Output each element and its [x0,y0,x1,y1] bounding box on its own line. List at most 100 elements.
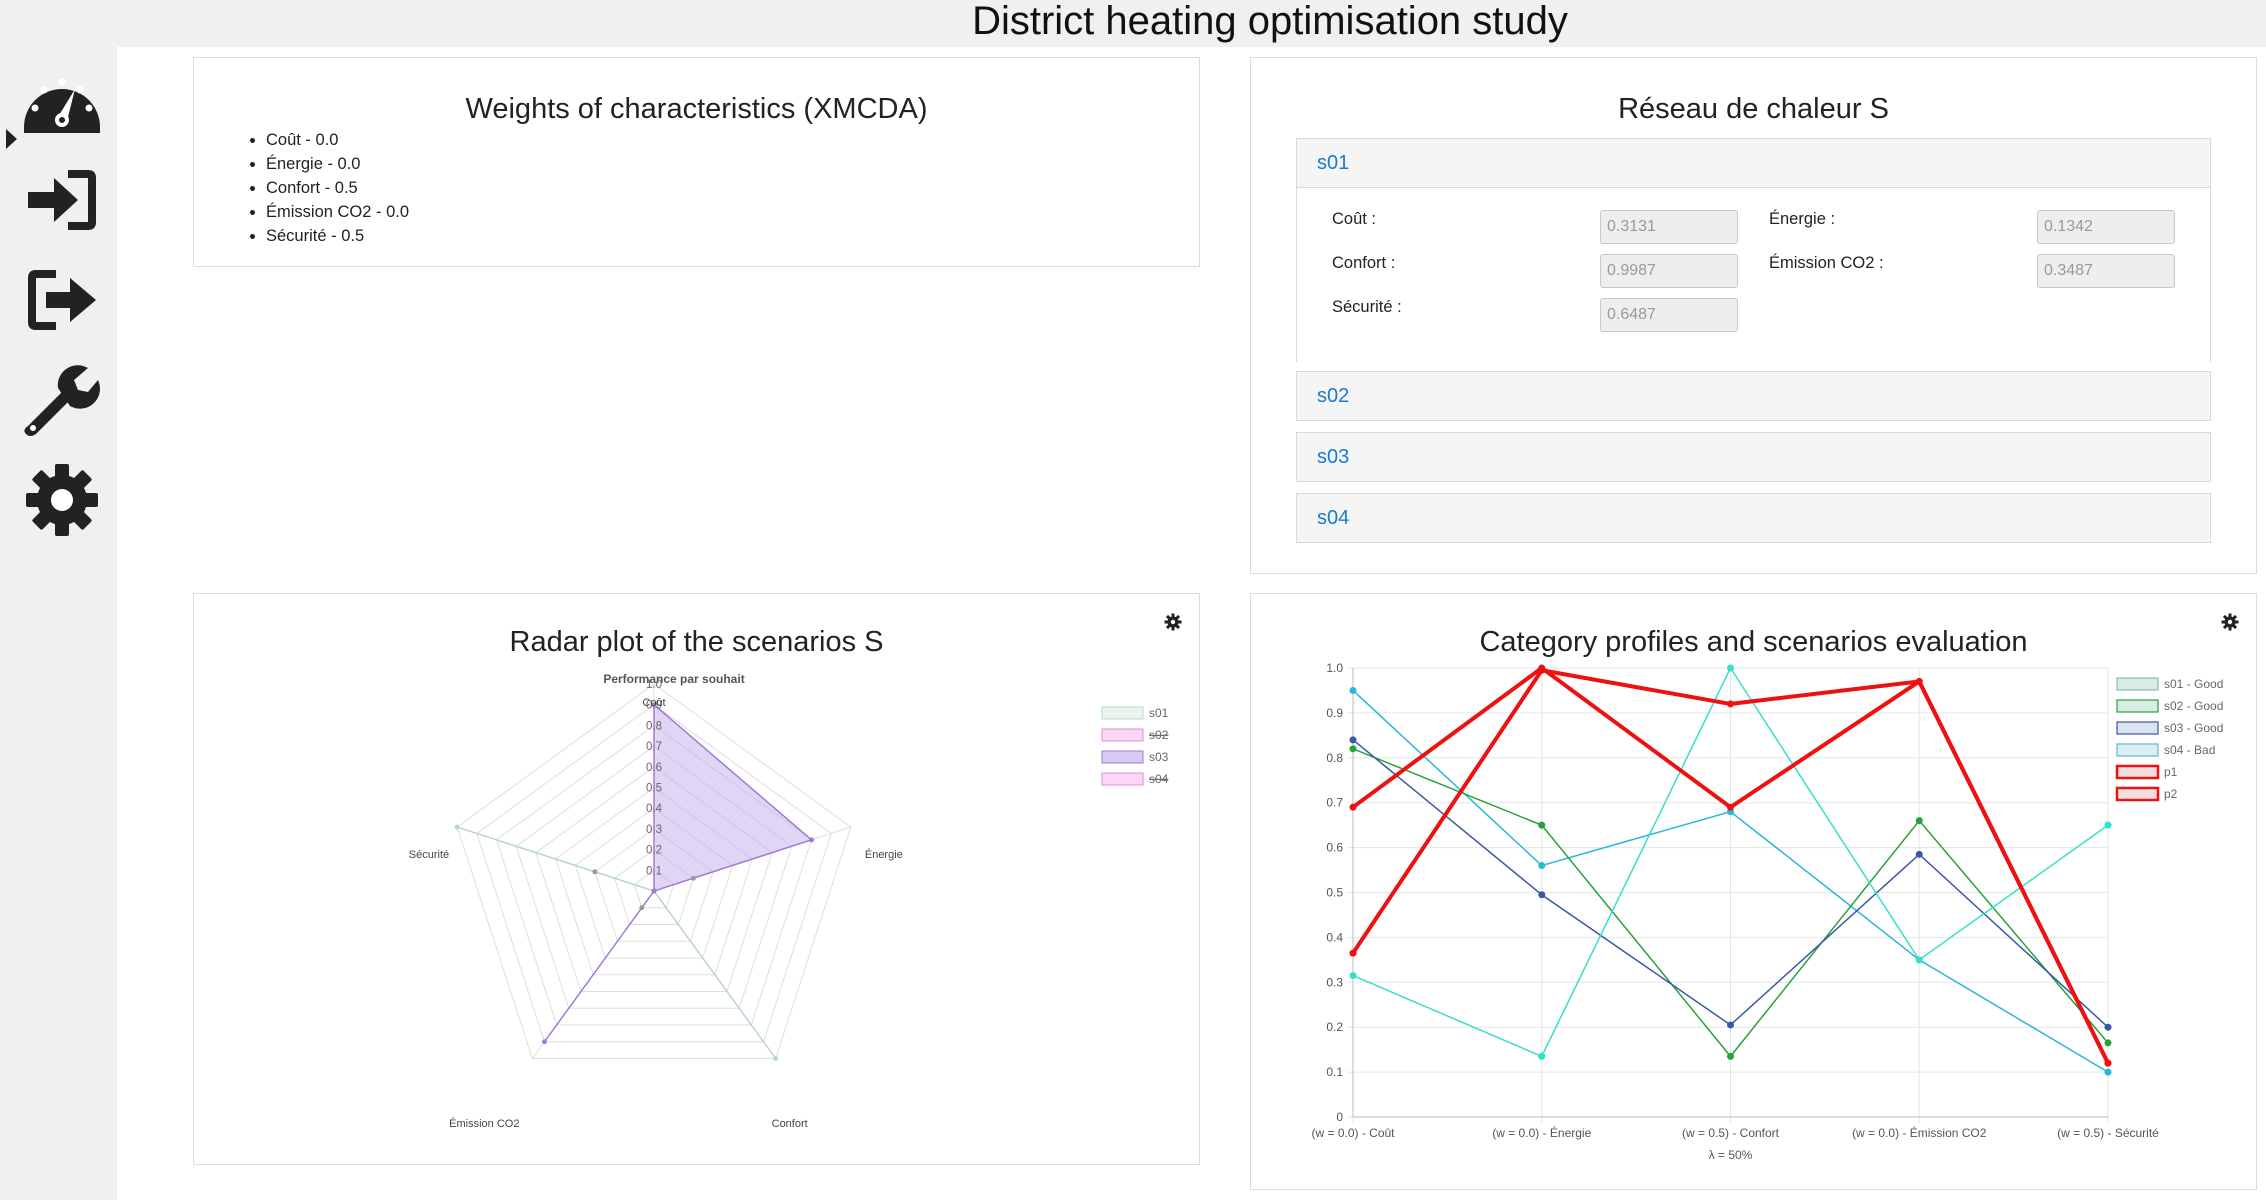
data-point [2104,821,2112,829]
radar-point [541,1039,547,1045]
network-title: Réseau de chaleur S [1618,93,1889,125]
data-point [1727,1052,1734,1060]
legend-label: s04 - Bad [2164,743,2215,757]
data-point [1538,821,1546,829]
scenario-header-s04[interactable]: s04 [1317,507,1350,529]
list-item: Énergie - 0.0 [266,152,409,176]
y-tick-label: 0.7 [1326,796,1343,810]
chart-settings-icon[interactable] [2221,613,2239,631]
chart-settings-icon[interactable] [1164,613,1182,631]
y-tick-label: 0.9 [1326,706,1343,720]
data-point [1349,736,1357,744]
field-input-securite[interactable] [1600,298,1738,332]
y-tick-label: 0.1 [1326,1065,1343,1079]
legend-label: s02 [1149,728,1169,742]
radar-point [651,702,657,708]
field-input-confort[interactable] [1600,254,1738,288]
sidebar-item-sign-in[interactable] [22,160,102,240]
data-point [1915,677,1923,685]
legend-swatch [2116,743,2159,757]
list-item: Sécurité - 0.5 [266,224,409,248]
radar-tick-label: 0.5 [646,783,662,795]
scenario-header-s01[interactable]: s01 [1317,152,1350,174]
data-point [2104,1059,2112,1067]
data-point [1727,803,1734,811]
radar-point [690,875,696,881]
legend-swatch [1101,728,1144,742]
radar-tick-label: 1.0 [646,679,662,691]
gear-icon [26,464,98,536]
wrench-icon [24,365,100,436]
data-point [1915,817,1923,825]
field-input-emission[interactable] [2037,254,2175,288]
radar-point [808,837,814,843]
sidebar [0,47,117,1200]
legend-swatch [1101,772,1144,786]
data-point [1538,1052,1546,1060]
weights-list: Coût - 0.0 Énergie - 0.0 Confort - 0.5 É… [246,128,409,248]
radar-grid-ring [476,704,832,1043]
data-point [1538,666,1546,674]
radar-axis-label: Émission CO2 [449,1117,519,1130]
weights-panel: Weights of characteristics (XMCDA) Coût … [193,57,1200,267]
data-point [1727,700,1734,708]
scenario-header-s03[interactable]: s03 [1317,446,1350,468]
field-input-energie[interactable] [2037,210,2175,244]
data-point [1349,745,1357,753]
radar-axis-label: Confort [772,1118,808,1130]
legend-label: p1 [2164,765,2178,779]
scenario-accordion-s02: s02 [1296,371,2211,421]
y-tick-label: 1.0 [1326,661,1343,675]
radar-axis-label: Sécurité [409,849,449,861]
data-point [1538,862,1546,870]
radar-tick-label: 0.2 [646,845,662,857]
profile-line-chart: 0 0.1 0.2 0.3 0.4 0.5 0.6 0.7 0.8 0.9 1.0 (w = 0.0)… [1311,661,2223,1162]
legend-label: s03 - Good [2164,721,2223,735]
radar-tick-label: 0.3 [646,824,662,836]
radar-point [639,905,645,911]
dashboard-icon [24,78,100,133]
scenario-header-s02[interactable]: s02 [1317,385,1350,407]
data-point [1915,956,1923,964]
field-input-cout[interactable] [1600,210,1738,244]
profile-panel: Category profiles and scenarios evaluati… [1250,593,2257,1190]
legend-label: s02 - Good [2164,699,2223,713]
radar-axis-label: Coût [642,697,665,709]
data-point [2104,1068,2112,1076]
data-point [1915,850,1923,858]
page-title: District heating optimisation study [972,0,1568,43]
radar-title: Radar plot of the scenarios S [509,626,884,658]
legend-swatch [2116,721,2159,735]
y-tick-label: 0.8 [1326,751,1343,765]
radar-point [592,869,598,875]
list-item: Confort - 0.5 [266,176,409,200]
radar-chart: Performance par souhait 0.1 0.2 0.3 0.4 0.5 0.… [409,672,1169,1130]
data-point [1727,1021,1734,1029]
active-indicator [6,129,17,149]
x-tick-label: (w = 0.5) - Confort [1682,1126,1780,1140]
weights-title: Weights of characteristics (XMCDA) [465,93,928,125]
data-point [1727,664,1734,672]
sidebar-item-dashboard[interactable] [22,65,102,145]
y-tick-label: 0 [1336,1110,1343,1124]
x-tick-label: (w = 0.0) - Coût [1311,1126,1395,1140]
list-item: Émission CO2 - 0.0 [266,200,409,224]
sidebar-item-sign-out[interactable] [22,260,102,340]
y-tick-label: 0.3 [1326,975,1343,989]
radar-tick-label: 0.8 [646,720,662,732]
field-label-confort: Confort : [1332,254,1396,272]
legend-swatch [2116,699,2159,713]
data-point [1349,803,1357,811]
y-tick-label: 0.4 [1326,930,1343,944]
sidebar-item-tools[interactable] [22,360,102,440]
scenario-accordion-s04: s04 [1296,493,2211,543]
data-point [2104,1023,2112,1031]
data-point [1349,949,1357,957]
radar-series-s03 [543,703,813,1043]
legend-swatch [2116,677,2159,691]
legend-swatch [1101,706,1144,720]
legend-label: s01 - Good [2164,677,2223,691]
field-label-securite: Sécurité : [1332,298,1402,316]
sidebar-item-settings[interactable] [22,460,102,540]
field-label-cout: Coût : [1332,210,1377,228]
